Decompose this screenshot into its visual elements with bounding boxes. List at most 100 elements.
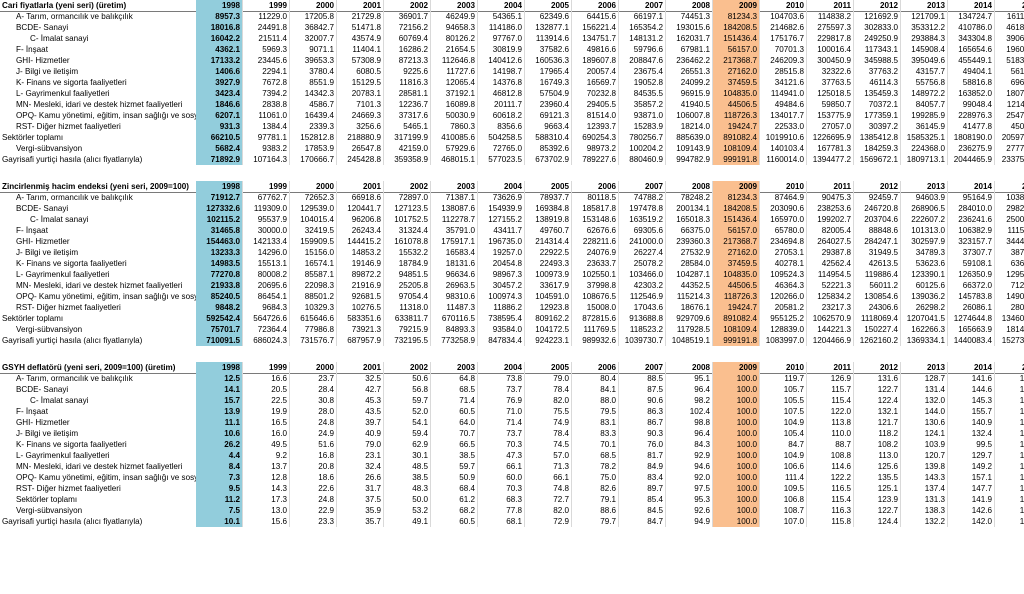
- data-cell: 1527318.3: [995, 335, 1024, 346]
- year-header: 2006: [572, 0, 619, 11]
- data-cell: 57.0: [525, 450, 572, 461]
- data-cell: 120441.7: [337, 203, 384, 214]
- row-label: OPQ- Kamu yönetimi, eğitim, insan sağlığ…: [16, 473, 196, 482]
- year-header: 2012: [854, 362, 901, 373]
- data-cell: 127332.6: [196, 203, 243, 214]
- data-cell: 104.9: [760, 417, 807, 428]
- data-cell: 71387.1: [431, 192, 478, 203]
- row-label: F- İnşaat: [16, 407, 48, 416]
- data-cell: 1118069.4: [854, 313, 901, 324]
- data-cell: 16.8: [290, 450, 337, 461]
- data-cell: 159909.5: [290, 236, 337, 247]
- row-label: RST- Diğer hizmet faaliyetleri: [16, 303, 121, 312]
- data-cell: 70.3: [478, 439, 525, 450]
- data-cell: 9663.4: [525, 121, 572, 132]
- row-label: L- Gayrimenkul faaliyetleri: [16, 89, 110, 98]
- data-cell: 3423.4: [196, 88, 243, 99]
- data-cell: 69305.6: [619, 225, 666, 236]
- data-cell: 564726.6: [243, 313, 290, 324]
- year-header: 2010: [760, 181, 807, 192]
- data-cell: 13.7: [243, 461, 290, 472]
- data-cell: 16042.2: [196, 33, 243, 44]
- row-label: F- İnşaat: [16, 226, 48, 235]
- data-cell: 16286.2: [384, 44, 431, 55]
- data-cell: 504258.5: [478, 132, 525, 143]
- data-cell: 149022.4: [995, 291, 1024, 302]
- data-cell: 11.2: [196, 494, 243, 505]
- data-cell: 275597.3: [807, 22, 854, 33]
- data-cell: 5682.4: [196, 143, 243, 154]
- data-cell: 847834.4: [478, 335, 525, 346]
- row-label: Gayrisafi yurtiçi hasıla (alıcı fiyatlar…: [2, 336, 143, 345]
- data-cell: 16583.4: [431, 247, 478, 258]
- row-label: C- İmalat sanayi: [30, 215, 89, 224]
- data-cell: 20057.4: [572, 66, 619, 77]
- year-header: 1998: [196, 0, 243, 11]
- data-cell: 51471.8: [337, 22, 384, 33]
- data-cell: 95.1: [666, 373, 713, 384]
- data-cell: 9225.6: [384, 66, 431, 77]
- data-cell: 184208.5: [713, 22, 760, 33]
- data-cell: 47.3: [478, 450, 525, 461]
- data-cell: 73626.9: [478, 192, 525, 203]
- data-cell: 2337529.9: [995, 154, 1024, 165]
- data-cell: 86.7: [619, 417, 666, 428]
- data-cell: 468015.1: [431, 154, 478, 165]
- data-cell: 239360.3: [666, 236, 713, 247]
- data-cell: 122.4: [854, 395, 901, 406]
- data-cell: 11404.1: [337, 44, 384, 55]
- data-cell: 175.6: [995, 406, 1024, 417]
- data-cell: 12.5: [196, 373, 243, 384]
- data-cell: 49404.1: [948, 66, 995, 77]
- data-cell: 60769.4: [384, 33, 431, 44]
- data-cell: 108676.5: [572, 291, 619, 302]
- data-cell: 277776.5: [995, 143, 1024, 154]
- data-cell: 21654.5: [431, 44, 478, 55]
- data-cell: 85.4: [619, 494, 666, 505]
- data-cell: 1048519.1: [666, 335, 713, 346]
- data-cell: 84057.7: [901, 99, 948, 110]
- table-row: J- Bilgi ve iletişim 13233.3 14296.0 15156.…: [0, 247, 1024, 258]
- data-cell: 234694.8: [760, 236, 807, 247]
- data-cell: 218880.9: [337, 132, 384, 143]
- data-cell: 49760.7: [525, 225, 572, 236]
- data-cell: 130854.6: [854, 291, 901, 302]
- data-cell: 171.0: [995, 472, 1024, 483]
- table-row: A- Tarım, ormancılık ve balıkçılık 8957.3…: [0, 11, 1024, 22]
- table-row: RST- Diğer hizmet faaliyetleri 931.3 1384.…: [0, 121, 1024, 132]
- data-cell: 126.9: [807, 373, 854, 384]
- data-cell: 107.5: [760, 406, 807, 417]
- data-cell: 145908.4: [901, 44, 948, 55]
- row-label: F- İnşaat: [16, 45, 48, 54]
- data-cell: 139036.2: [901, 291, 948, 302]
- data-cell: 117343.1: [854, 44, 901, 55]
- data-cell: 22.5: [243, 395, 290, 406]
- data-cell: 105.4: [760, 428, 807, 439]
- data-cell: 72364.4: [243, 324, 290, 335]
- data-cell: 249250.9: [854, 33, 901, 44]
- data-cell: 10.1: [196, 516, 243, 527]
- data-cell: 126350.9: [948, 269, 995, 280]
- data-cell: 1262160.2: [854, 335, 901, 346]
- data-cell: 100.0: [713, 439, 760, 450]
- data-cell: 22.6: [290, 483, 337, 494]
- data-cell: 85240.5: [196, 291, 243, 302]
- data-cell: 181475.4: [995, 324, 1024, 335]
- table-title: Cari fiyatlarla (yeni seri) (üretim): [2, 1, 127, 10]
- row-label: Gayrisafi yurtiçi hasıla (alıcı fiyatlar…: [2, 155, 143, 164]
- data-cell: 891082.4: [713, 313, 760, 324]
- data-cell: 54.1: [384, 417, 431, 428]
- data-cell: 1440083.4: [948, 335, 995, 346]
- data-cell: 75.0: [572, 472, 619, 483]
- data-cell: 9.5: [196, 483, 243, 494]
- data-cell: 100.0: [713, 373, 760, 384]
- table-row: L- Gayrimenkul faaliyetleri 3423.4 7394.2 1…: [0, 88, 1024, 99]
- data-cell: 1369334.1: [901, 335, 948, 346]
- row-label: C- İmalat sanayi: [30, 396, 89, 405]
- data-cell: 35791.0: [431, 225, 478, 236]
- data-cell: 68.1: [478, 516, 525, 527]
- data-cell: 75701.7: [196, 324, 243, 335]
- data-cell: 96.4: [666, 384, 713, 395]
- data-cell: 41940.5: [666, 99, 713, 110]
- data-cell: 112546.9: [619, 291, 666, 302]
